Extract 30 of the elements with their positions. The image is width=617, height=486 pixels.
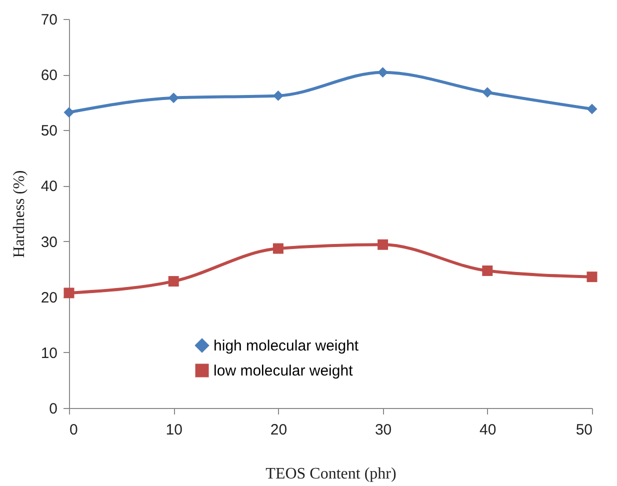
x-tick-label: 10 [166,422,182,438]
legend-label: high molecular weight [214,337,360,354]
x-tick-label: 40 [480,422,496,438]
y-tick-label: 20 [40,289,58,306]
point [272,243,284,254]
y-tick-label: 0 [49,400,58,418]
point [378,67,388,78]
y-tick-label: 50 [40,122,58,140]
legend-label: low molecular weight [214,362,354,380]
point [378,239,388,250]
x-tick-label: 0 [70,422,78,438]
y-tick-label: 70 [40,12,58,28]
y-tick-label: 60 [40,67,58,84]
x-axis-title: TEOS Content (phr) [266,466,396,482]
point [482,265,493,276]
point [168,92,179,104]
point [272,90,284,101]
y-axis-title: Hardness (%) [10,170,28,258]
point [586,104,598,114]
point [64,288,74,298]
x-tick-label: 20 [270,422,288,438]
point [586,272,598,282]
x-tick-label: 50 [576,422,592,438]
point [482,87,493,98]
y-tick-label: 30 [40,234,58,251]
y-tick-label: 40 [40,178,58,196]
point [168,276,179,287]
x-tick-label: 30 [374,422,392,438]
point [64,107,74,118]
y-tick-label: 10 [40,344,58,362]
